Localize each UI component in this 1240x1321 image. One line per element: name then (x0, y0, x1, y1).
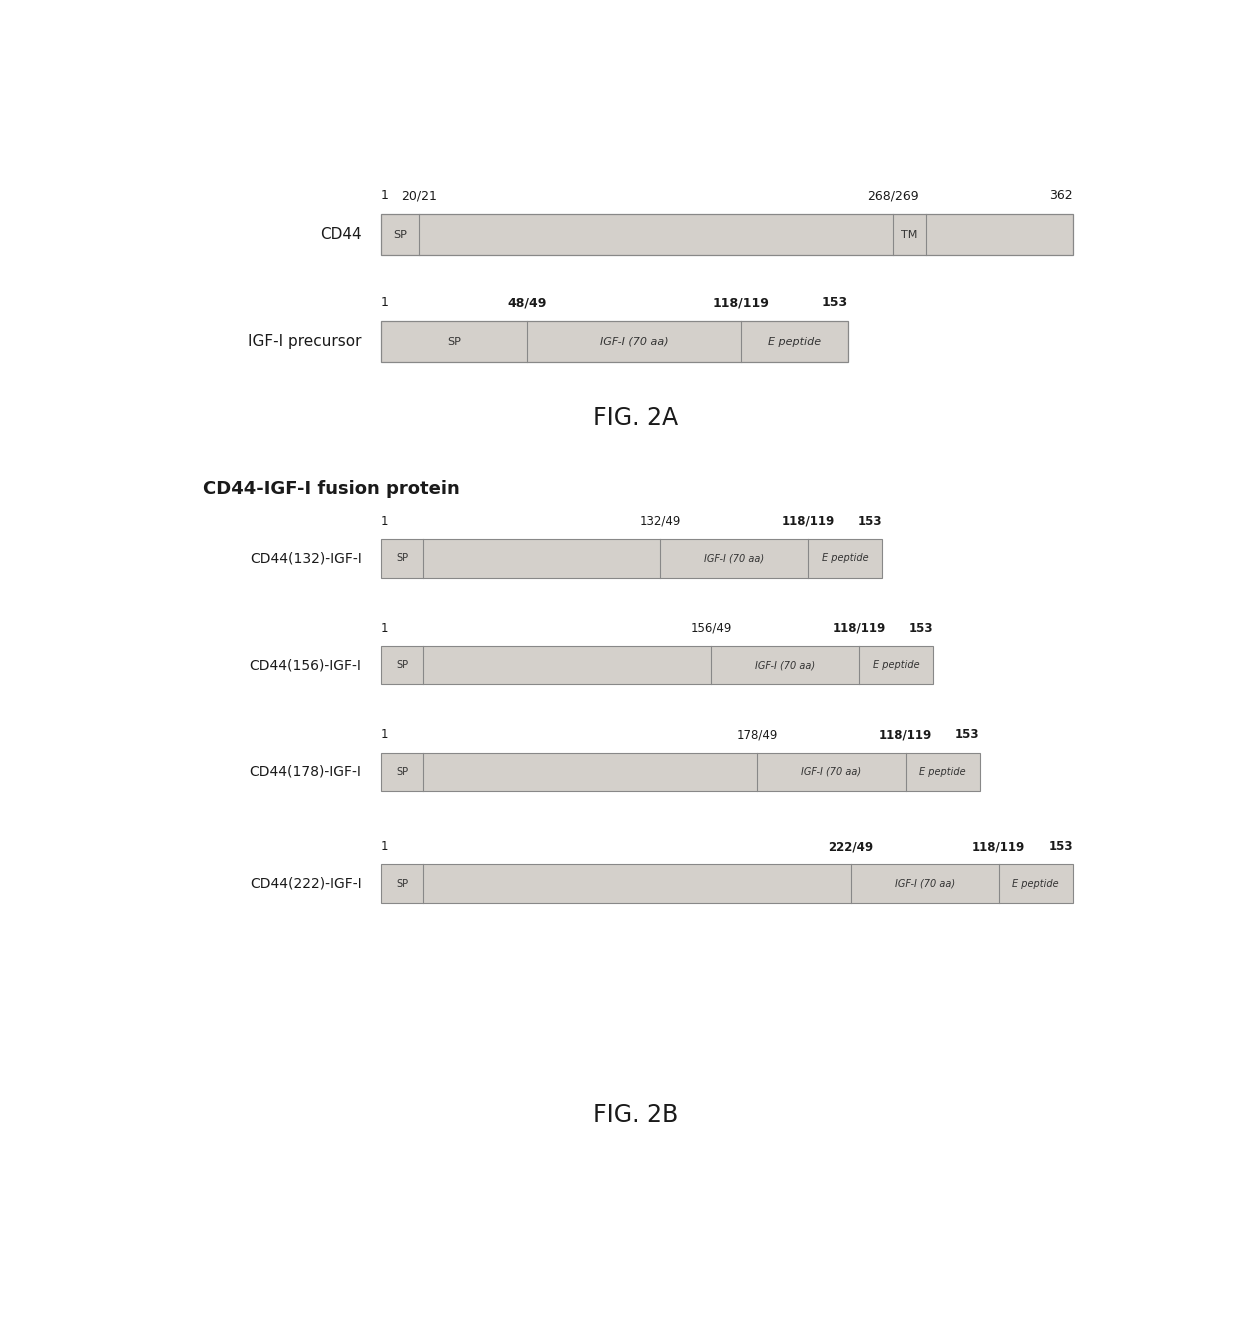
Text: SP: SP (393, 230, 407, 240)
Text: SP: SP (396, 553, 408, 563)
Text: 118/119: 118/119 (972, 840, 1025, 853)
Text: IGF-I (70 aa): IGF-I (70 aa) (755, 660, 815, 670)
Text: CD44: CD44 (320, 227, 362, 242)
Text: IGF-I (70 aa): IGF-I (70 aa) (600, 337, 668, 346)
Text: 153: 153 (1048, 840, 1073, 853)
Text: FIG. 2B: FIG. 2B (593, 1103, 678, 1127)
Text: 1: 1 (381, 840, 388, 853)
Text: 222/49: 222/49 (828, 840, 873, 853)
Text: 156/49: 156/49 (691, 622, 732, 634)
Text: 48/49: 48/49 (507, 296, 547, 309)
Text: 118/119: 118/119 (781, 515, 835, 528)
Text: E peptide: E peptide (873, 660, 919, 670)
Text: 153: 153 (955, 728, 980, 741)
Text: SP: SP (448, 337, 461, 346)
Bar (381, 864, 1073, 904)
Text: 178/49: 178/49 (737, 728, 779, 741)
Text: 362: 362 (1049, 189, 1073, 202)
Text: 118/119: 118/119 (832, 622, 885, 634)
Text: 1: 1 (381, 728, 388, 741)
Text: 268/269: 268/269 (867, 189, 919, 202)
Bar (381, 539, 883, 577)
Text: 118/119: 118/119 (713, 296, 770, 309)
Text: 20/21: 20/21 (401, 189, 436, 202)
Text: CD44(132)-IGF-I: CD44(132)-IGF-I (250, 551, 362, 565)
Text: 153: 153 (858, 515, 883, 528)
Text: E peptide: E peptide (919, 768, 966, 777)
Bar (381, 214, 1073, 255)
Text: CD44(178)-IGF-I: CD44(178)-IGF-I (249, 765, 362, 779)
Text: 1: 1 (381, 622, 388, 634)
Text: IGF-I (70 aa): IGF-I (70 aa) (704, 553, 764, 563)
Bar (381, 646, 934, 684)
Text: 153: 153 (909, 622, 934, 634)
Bar (381, 321, 848, 362)
Text: 132/49: 132/49 (640, 515, 681, 528)
Text: CD44(222)-IGF-I: CD44(222)-IGF-I (250, 877, 362, 890)
Text: 118/119: 118/119 (879, 728, 932, 741)
Text: SP: SP (396, 660, 408, 670)
Text: E peptide: E peptide (1012, 878, 1059, 889)
Text: 1: 1 (381, 515, 388, 528)
Text: E peptide: E peptide (768, 337, 821, 346)
Text: SP: SP (396, 768, 408, 777)
Text: FIG. 2A: FIG. 2A (593, 406, 678, 429)
Text: 153: 153 (822, 296, 848, 309)
Text: TM: TM (901, 230, 918, 240)
Text: IGF-I (70 aa): IGF-I (70 aa) (894, 878, 955, 889)
Text: CD44(156)-IGF-I: CD44(156)-IGF-I (249, 658, 362, 672)
Text: 1: 1 (381, 189, 388, 202)
Text: SP: SP (396, 878, 408, 889)
Text: CD44-IGF-I fusion protein: CD44-IGF-I fusion protein (203, 480, 460, 498)
Bar (381, 753, 980, 791)
Text: IGF-I precursor: IGF-I precursor (248, 334, 362, 349)
Text: IGF-I (70 aa): IGF-I (70 aa) (801, 768, 862, 777)
Text: E peptide: E peptide (822, 553, 868, 563)
Text: 1: 1 (381, 296, 388, 309)
